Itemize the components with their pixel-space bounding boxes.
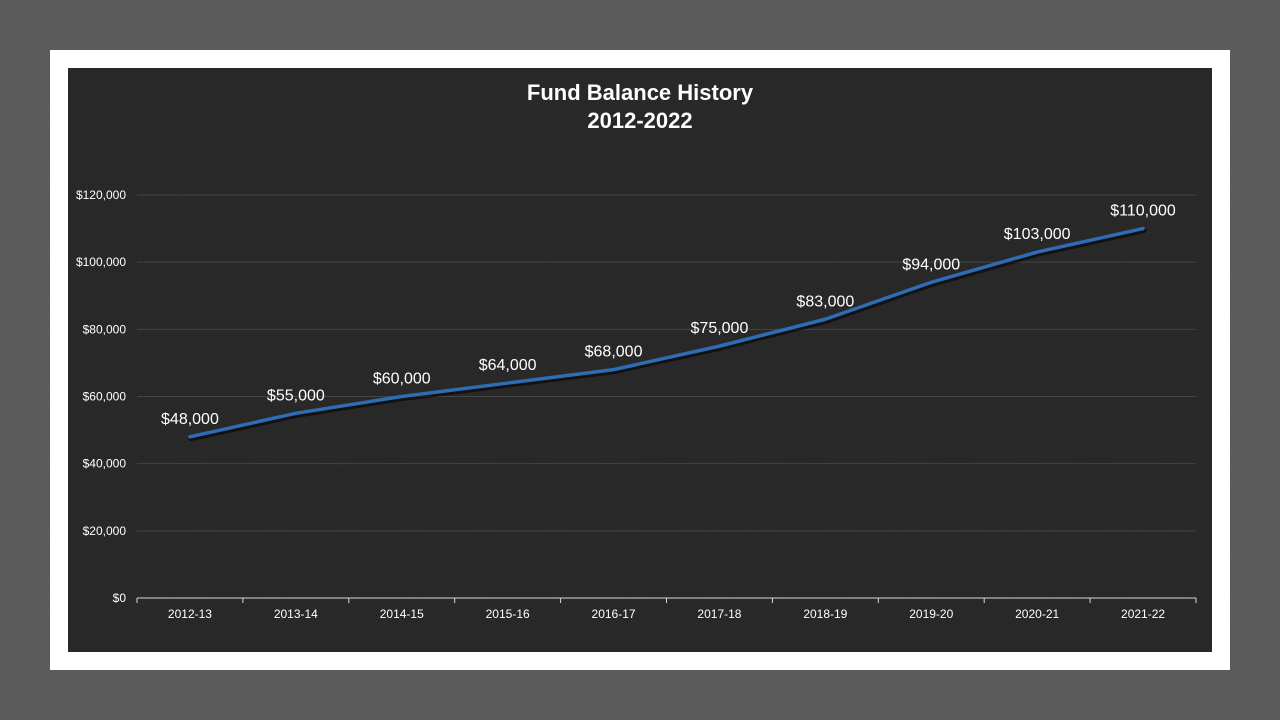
data-label: $94,000	[902, 256, 960, 273]
x-tick-label: 2018-19	[803, 607, 847, 621]
y-tick-label: $20,000	[83, 524, 127, 538]
x-tick-label: 2020-21	[1015, 607, 1059, 621]
data-point	[929, 280, 933, 284]
y-tick-label: $100,000	[76, 255, 126, 269]
y-tick-label: $60,000	[83, 390, 127, 404]
x-tick-label: 2019-20	[909, 607, 953, 621]
data-label: $83,000	[796, 293, 854, 310]
data-point	[717, 344, 721, 348]
y-tick-label: $80,000	[83, 322, 127, 336]
x-tick-label: 2017-18	[697, 607, 741, 621]
chart-title: Fund Balance History	[526, 80, 754, 105]
data-label: $48,000	[161, 411, 219, 428]
data-point	[823, 317, 827, 321]
data-label: $103,000	[1004, 226, 1071, 243]
data-point	[188, 435, 192, 439]
data-point	[612, 368, 616, 372]
chart-area	[68, 68, 1212, 652]
data-label: $75,000	[691, 320, 749, 337]
data-point	[1141, 227, 1145, 231]
data-label: $60,000	[373, 371, 431, 388]
y-tick-label: $120,000	[76, 188, 126, 202]
series-line-shadow	[188, 228, 1147, 442]
data-point	[1035, 250, 1039, 254]
data-label: $110,000	[1110, 203, 1176, 220]
data-point	[506, 381, 510, 385]
series-line	[188, 226, 1145, 439]
x-tick-label: 2015-16	[486, 607, 530, 621]
chart-subtitle: 2012-2022	[587, 108, 693, 133]
data-label: $55,000	[267, 387, 325, 404]
x-tick-label: 2021-22	[1121, 607, 1165, 621]
data-label: $68,000	[585, 344, 643, 361]
x-tick-label: 2012-13	[168, 607, 212, 621]
y-tick-label: $0	[113, 591, 127, 605]
x-tick-label: 2013-14	[274, 607, 318, 621]
x-tick-label: 2016-17	[592, 607, 636, 621]
x-tick-label: 2014-15	[380, 607, 424, 621]
data-point	[400, 395, 404, 398]
y-tick-label: $40,000	[83, 457, 127, 471]
data-point	[294, 411, 298, 415]
data-label: $64,000	[479, 357, 537, 374]
